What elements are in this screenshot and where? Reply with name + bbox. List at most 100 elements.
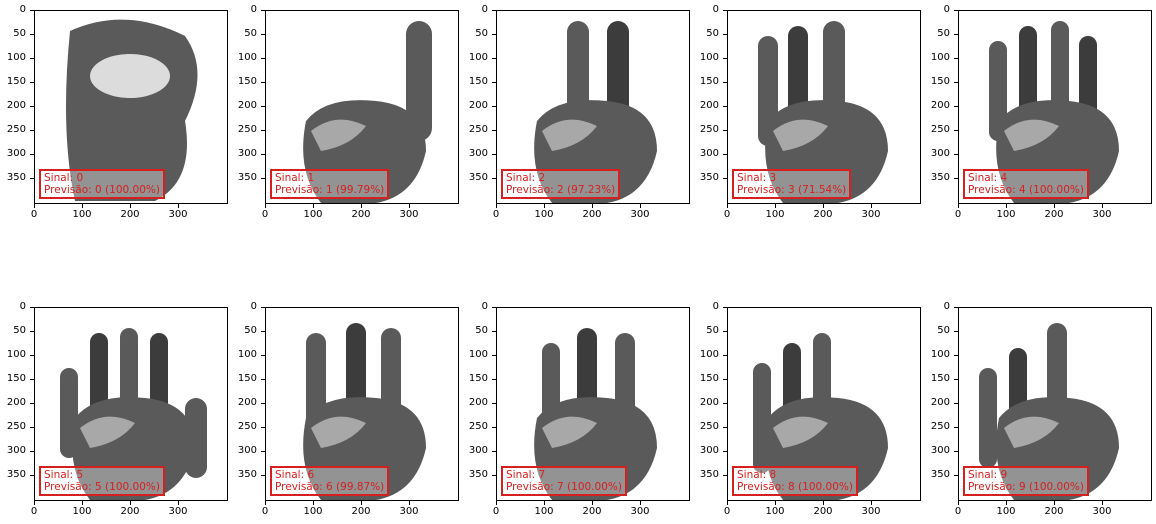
true-sign-label: Sinal: 5 [44,469,84,481]
true-sign-label: Sinal: 8 [737,469,777,481]
x-tick-label: 200 [577,204,607,220]
x-tick-label: 0 [250,501,280,517]
y-tick-label: 150 [697,76,727,88]
x-tick-label: 300 [1087,501,1117,517]
x-tick-label: 300 [394,204,424,220]
y-tick-label: 350 [697,172,727,184]
y-tick-label: 100 [928,349,958,361]
hand-image [303,21,432,203]
hand-image [303,323,426,500]
y-tick-label: 300 [466,148,496,160]
x-tick-label: 200 [1039,501,1069,517]
true-sign-label: Sinal: 7 [506,469,546,481]
y-tick-label: 250 [4,124,34,136]
true-sign-label: Sinal: 2 [506,172,546,184]
y-tick-label: 50 [466,325,496,337]
image-axes [727,10,921,204]
thumb-shape [773,416,828,448]
y-tick-label: 200 [235,397,265,409]
y-tick-label: 350 [4,172,34,184]
prediction-label: Previsão: 7 (100.00%) [506,481,622,493]
x-tick-label: 200 [346,204,376,220]
y-tick-label: 200 [697,100,727,112]
y-tick-label: 300 [235,148,265,160]
x-tick-label: 300 [625,501,655,517]
y-tick-label: 0 [235,4,265,16]
prediction-label: Previsão: 4 (100.00%) [968,184,1084,196]
hand-image [66,19,198,201]
y-tick-label: 250 [235,421,265,433]
prediction-label: Previsão: 0 (100.00%) [44,184,160,196]
y-tick-label: 350 [235,469,265,481]
x-tick-label: 300 [1087,204,1117,220]
y-tick-label: 350 [466,172,496,184]
thumb-shape [311,416,366,448]
y-tick-label: 150 [928,373,958,385]
prediction-annotation: Sinal: 0 Previsão: 0 (100.00%) [39,169,165,199]
x-tick-label: 300 [394,501,424,517]
prediction-annotation: Sinal: 1 Previsão: 1 (99.79%) [270,169,390,199]
y-tick-label: 250 [928,421,958,433]
image-axes [496,307,690,501]
thumb-shape [542,416,597,448]
y-tick-label: 50 [697,325,727,337]
prediction-annotation: Sinal: 9 Previsão: 9 (100.00%) [963,466,1089,496]
x-tick-label: 100 [529,501,559,517]
x-tick-label: 100 [991,501,1021,517]
y-tick-label: 50 [928,325,958,337]
y-tick-label: 150 [466,373,496,385]
y-tick-label: 250 [235,124,265,136]
y-tick-label: 250 [697,421,727,433]
y-tick-label: 150 [4,373,34,385]
hand-opening [90,54,170,98]
prediction-annotation: Sinal: 6 Previsão: 6 (99.87%) [270,466,390,496]
y-tick-label: 350 [928,172,958,184]
thumb-shape [311,119,366,151]
finger-shape [979,368,997,468]
y-tick-label: 100 [697,52,727,64]
thumb-shape [773,119,828,151]
thumb-shape [1004,119,1059,151]
thumb-shape [542,119,597,151]
y-tick-label: 100 [466,52,496,64]
y-tick-label: 200 [4,100,34,112]
true-sign-label: Sinal: 4 [968,172,1008,184]
y-tick-label: 250 [697,124,727,136]
y-tick-label: 50 [4,325,34,337]
true-sign-label: Sinal: 9 [968,469,1008,481]
prediction-label: Previsão: 8 (100.00%) [737,481,853,493]
x-tick-label: 300 [163,204,193,220]
hand-image [534,328,657,500]
prediction-annotation: Sinal: 7 Previsão: 7 (100.00%) [501,466,627,496]
prediction-annotation: Sinal: 3 Previsão: 3 (71.54%) [732,169,852,199]
y-tick-label: 200 [235,100,265,112]
y-tick-label: 350 [466,469,496,481]
x-tick-label: 0 [943,501,973,517]
hand-image [534,21,657,203]
x-tick-label: 200 [808,501,838,517]
image-axes [34,307,228,501]
true-sign-label: Sinal: 3 [737,172,777,184]
true-sign-label: Sinal: 0 [44,172,84,184]
x-tick-label: 0 [19,204,49,220]
y-tick-label: 200 [4,397,34,409]
y-tick-label: 100 [697,349,727,361]
y-tick-label: 300 [928,148,958,160]
y-tick-label: 50 [235,28,265,40]
x-tick-label: 0 [712,501,742,517]
y-tick-label: 350 [235,172,265,184]
y-tick-label: 50 [466,28,496,40]
x-tick-label: 100 [760,501,790,517]
prediction-label: Previsão: 3 (71.54%) [737,184,847,196]
x-tick-label: 100 [67,204,97,220]
y-tick-label: 0 [4,4,34,16]
image-axes [34,10,228,204]
